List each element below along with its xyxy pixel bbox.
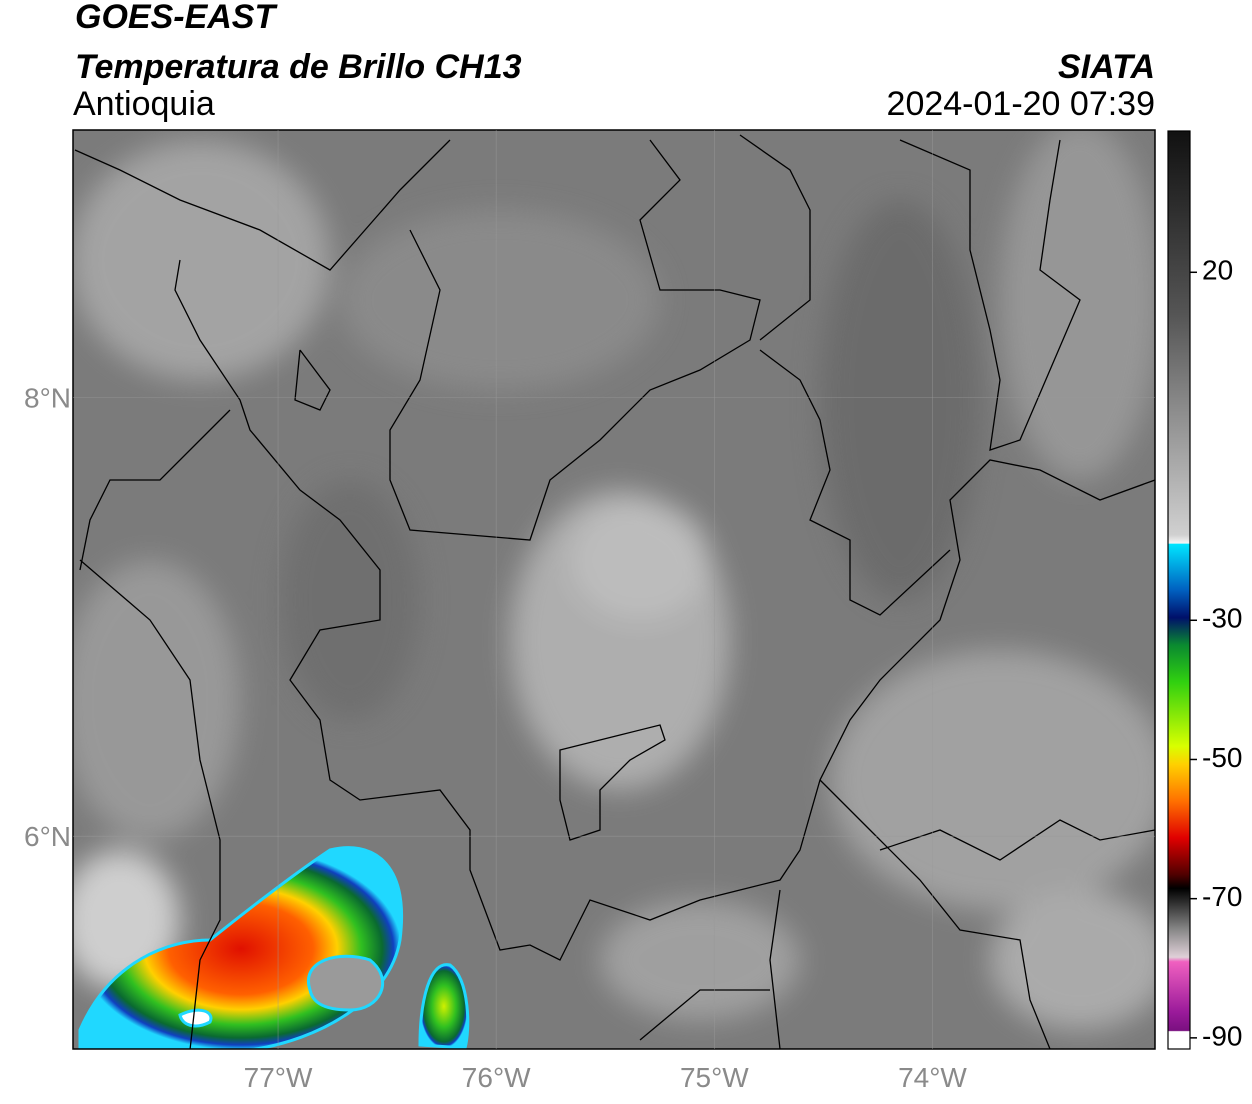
y-tick-label: 8°N (24, 383, 71, 414)
y-tick-label: 6°N (24, 821, 71, 852)
colorbar-tick-label: -50 (1202, 742, 1242, 773)
x-tick-label: 76°W (462, 1062, 531, 1093)
colorbar-tick-label: -70 (1202, 881, 1242, 912)
x-tick-label: 77°W (244, 1062, 313, 1093)
boundaries (74, 134, 1155, 1049)
region: Antioquia (73, 85, 215, 123)
title: GOES-EAST (75, 0, 278, 36)
source: SIATA (1058, 48, 1155, 86)
colorbar-tick-label: -30 (1202, 603, 1242, 634)
subtitle: Temperatura de Brillo CH13 (75, 48, 522, 86)
map-frame (72, 129, 1156, 1050)
satellite-image (73, 130, 1155, 1049)
colorbar-tick-label: -90 (1202, 1020, 1242, 1051)
datetime: 2024-01-20 07:39 (887, 85, 1155, 123)
colorbar-tick-label: 20 (1202, 255, 1233, 286)
x-tick-label: 75°W (680, 1062, 749, 1093)
x-tick-label: 74°W (898, 1062, 967, 1093)
colorbar (1167, 130, 1191, 1050)
